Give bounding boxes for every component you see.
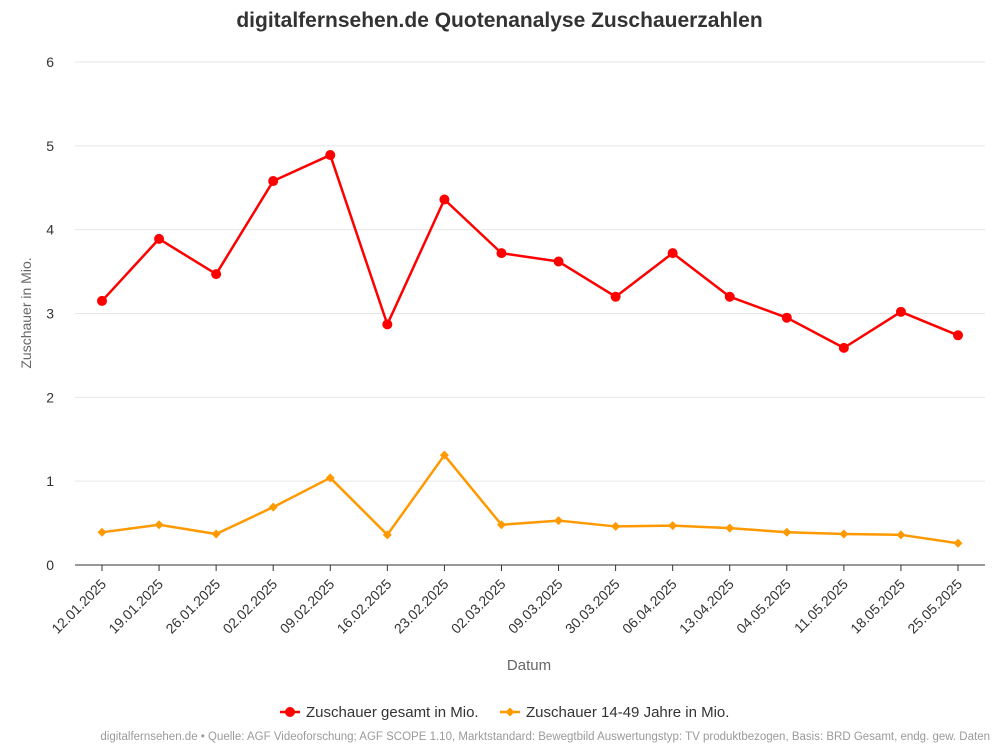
legend-marker: [505, 707, 515, 717]
data-point[interactable]: [496, 520, 506, 530]
y-tick-label: 6: [46, 54, 54, 70]
series-line: [101, 453, 959, 545]
x-tick-label: 06.04.2025: [619, 576, 680, 637]
data-point[interactable]: [953, 538, 963, 548]
data-point[interactable]: [439, 450, 449, 460]
x-axis-title: Datum: [507, 657, 551, 674]
series-line: [101, 153, 959, 350]
data-point[interactable]: [211, 529, 221, 539]
series-1: [97, 150, 963, 353]
x-tick-label: 25.05.2025: [904, 576, 965, 637]
x-tick-label: 19.01.2025: [105, 576, 166, 637]
y-tick-label: 5: [46, 138, 54, 154]
x-tick-label: 02.02.2025: [219, 576, 280, 637]
x-axis-ticks: 12.01.202519.01.202526.01.202502.02.2025…: [48, 565, 965, 637]
data-point[interactable]: [154, 520, 164, 530]
data-point[interactable]: [611, 521, 621, 531]
series-2: [97, 450, 963, 548]
legend-label: Zuschauer 14-49 Jahre in Mio.: [526, 704, 729, 721]
x-tick-label: 23.02.2025: [391, 576, 452, 637]
x-tick-label: 12.01.2025: [48, 576, 109, 637]
data-point[interactable]: [725, 523, 735, 533]
data-point[interactable]: [439, 194, 450, 205]
data-point[interactable]: [724, 291, 735, 302]
data-point[interactable]: [382, 530, 392, 540]
data-point[interactable]: [782, 527, 792, 537]
grid-lines: [75, 61, 985, 482]
legend-item[interactable]: Zuschauer 14-49 Jahre in Mio.: [500, 704, 729, 721]
chart-title: digitalfernsehen.de Quotenanalyse Zuscha…: [236, 9, 763, 32]
data-point[interactable]: [268, 502, 278, 512]
data-point[interactable]: [553, 256, 564, 267]
series: [97, 150, 963, 548]
data-point[interactable]: [325, 150, 336, 161]
x-tick-label: 26.01.2025: [162, 576, 223, 637]
data-point[interactable]: [325, 473, 335, 483]
x-tick-label: 30.03.2025: [562, 576, 623, 637]
y-tick-label: 2: [46, 389, 54, 405]
x-tick-label: 13.04.2025: [676, 576, 737, 637]
data-point[interactable]: [610, 291, 621, 302]
data-point[interactable]: [382, 319, 393, 330]
data-point[interactable]: [953, 330, 963, 341]
y-tick-label: 3: [46, 306, 54, 322]
data-point[interactable]: [895, 306, 906, 317]
x-tick-label: 16.02.2025: [334, 576, 395, 637]
data-point[interactable]: [97, 295, 107, 306]
data-point[interactable]: [839, 529, 849, 539]
data-point[interactable]: [667, 248, 678, 259]
data-point[interactable]: [554, 516, 564, 526]
x-tick-label: 09.02.2025: [277, 576, 338, 637]
y-tick-label: 4: [46, 222, 54, 238]
data-point[interactable]: [896, 530, 906, 540]
legend: Zuschauer gesamt in Mio. Zuschauer 14-49 …: [280, 704, 729, 721]
x-tick-label: 04.05.2025: [733, 576, 794, 637]
y-tick-label: 0: [46, 557, 54, 573]
y-tick-label: 1: [46, 473, 54, 489]
data-point[interactable]: [211, 269, 222, 280]
y-axis-title: Zuschauer in Mio.: [18, 257, 34, 368]
legend-marker: [285, 707, 295, 717]
data-point[interactable]: [154, 233, 165, 244]
source-footer: digitalfernsehen.de • Quelle: AGF Videof…: [100, 731, 990, 743]
legend-item[interactable]: Zuschauer gesamt in Mio.: [280, 704, 479, 721]
x-tick-label: 09.03.2025: [505, 576, 566, 637]
data-point[interactable]: [268, 176, 279, 187]
data-point[interactable]: [838, 342, 849, 353]
data-point[interactable]: [781, 312, 792, 323]
x-tick-label: 02.03.2025: [448, 576, 509, 637]
y-axis-ticks: 0 1 2 3 4 5 6: [46, 54, 54, 573]
x-tick-label: 11.05.2025: [791, 576, 851, 636]
data-point[interactable]: [97, 527, 107, 537]
data-point[interactable]: [496, 248, 507, 259]
x-tick-label: 18.05.2025: [847, 576, 908, 637]
data-point[interactable]: [668, 521, 678, 531]
legend-label: Zuschauer gesamt in Mio.: [306, 704, 479, 721]
